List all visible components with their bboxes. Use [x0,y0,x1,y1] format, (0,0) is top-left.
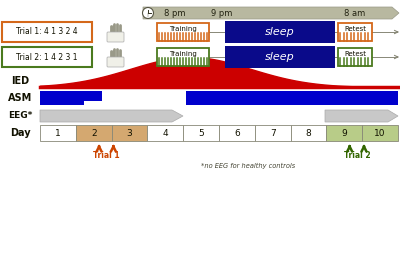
Text: EEG*: EEG* [8,112,32,121]
Bar [76,125,112,141]
FancyBboxPatch shape [157,48,209,66]
FancyBboxPatch shape [2,22,92,42]
Text: IED: IED [11,76,29,86]
FancyBboxPatch shape [2,47,92,67]
Text: sleep: sleep [265,52,295,62]
Bar [255,125,290,141]
Polygon shape [325,110,398,122]
Text: 9: 9 [342,129,347,138]
Bar [40,125,76,141]
Bar [147,125,183,141]
Bar [219,125,255,141]
Text: Day: Day [10,128,30,138]
FancyBboxPatch shape [338,48,372,66]
Text: Trial 1: 4 1 3 2 4: Trial 1: 4 1 3 2 4 [16,28,78,37]
Text: Trial 2: Trial 2 [344,151,370,160]
Text: 6: 6 [234,129,240,138]
Bar [183,125,219,141]
Text: sleep: sleep [265,27,295,37]
FancyBboxPatch shape [338,23,372,41]
Text: 8 am: 8 am [344,8,366,18]
FancyBboxPatch shape [107,57,124,67]
Bar [112,125,147,141]
Text: 8 pm: 8 pm [164,8,186,18]
Bar [290,125,326,141]
Text: 5: 5 [198,129,204,138]
Text: 10: 10 [374,129,386,138]
Text: 8: 8 [306,129,311,138]
Text: 9 pm: 9 pm [211,8,233,18]
FancyBboxPatch shape [157,23,209,41]
Bar [40,91,84,105]
Bar [186,91,398,105]
Text: ASM: ASM [8,93,32,103]
Circle shape [142,8,154,18]
Text: Retest: Retest [344,26,366,32]
Text: 2: 2 [91,129,96,138]
Text: Retest: Retest [344,51,366,57]
Text: 4: 4 [162,129,168,138]
Text: Training: Training [169,51,197,57]
Text: Training: Training [169,26,197,32]
Polygon shape [143,7,399,19]
Text: *no EEG for healthy controls: *no EEG for healthy controls [201,163,295,169]
Bar [225,46,335,68]
Bar [326,125,362,141]
Bar [84,91,102,101]
Text: 1: 1 [55,129,61,138]
Bar [225,21,335,43]
Text: Trial 2: 1 4 2 3 1: Trial 2: 1 4 2 3 1 [16,52,78,61]
Text: 3: 3 [127,129,132,138]
FancyBboxPatch shape [107,32,124,42]
Text: 7: 7 [270,129,276,138]
Text: Trial 1: Trial 1 [93,151,120,160]
Bar [362,125,398,141]
Polygon shape [40,110,183,122]
